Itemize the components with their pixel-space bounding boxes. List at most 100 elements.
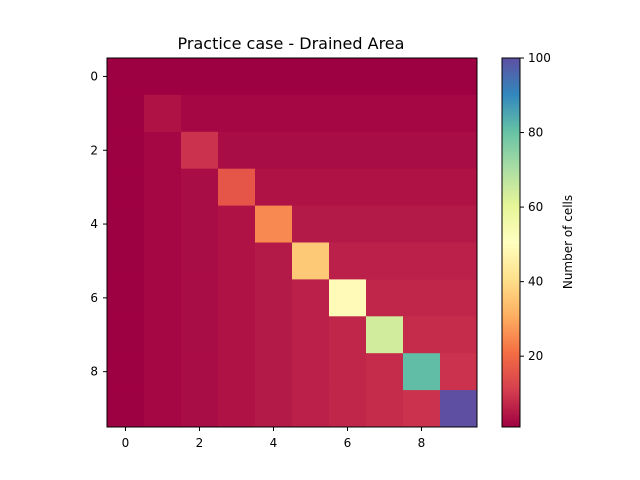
heatmap-cell-r9-c6	[329, 390, 367, 428]
heatmap-cells	[107, 58, 478, 428]
heatmap-cell-r7-c7	[366, 316, 404, 354]
heatmap-cell-r6-c4	[255, 279, 293, 317]
heatmap-cell-r3-c3	[218, 168, 256, 206]
heatmap-cell-r6-c1	[144, 279, 182, 317]
heatmap-cell-r7-c0	[107, 316, 145, 354]
heatmap-cell-r2-c1	[144, 131, 182, 170]
heatmap-cell-r3-c9	[440, 168, 478, 206]
heatmap-cell-r9-c4	[255, 390, 293, 428]
heatmap-cell-r8-c1	[144, 353, 182, 391]
heatmap-cell-r9-c0	[107, 390, 145, 428]
heatmap-cell-r6-c6	[329, 279, 367, 317]
heatmap-cell-r5-c8	[403, 242, 441, 280]
heatmap-cell-r5-c7	[366, 242, 404, 280]
heatmap-cell-r0-c7	[366, 58, 404, 96]
heatmap-cell-r3-c6	[329, 168, 367, 206]
heatmap-cell-r0-c8	[403, 58, 441, 96]
heatmap-cell-r1-c0	[107, 94, 145, 133]
heatmap-cell-r1-c8	[403, 94, 441, 133]
colorbar-tick-label: 20	[528, 349, 543, 363]
heatmap-cell-r1-c4	[255, 94, 293, 133]
colorbar-ticks: 20 40 60 80 100	[520, 51, 551, 363]
heatmap-cell-r2-c2	[181, 131, 219, 170]
heatmap-cell-r0-c1	[144, 58, 182, 96]
heatmap-cell-r6-c2	[181, 279, 219, 317]
heatmap-cell-r8-c3	[218, 353, 256, 391]
heatmap-cell-r3-c4	[255, 168, 293, 206]
heatmap-cell-r5-c0	[107, 242, 145, 280]
heatmap-cell-r8-c4	[255, 353, 293, 391]
heatmap-cell-r9-c5	[292, 390, 330, 428]
heatmap-cell-r7-c2	[181, 316, 219, 354]
colorbar-label: Number of cells	[561, 195, 575, 289]
heatmap-cell-r7-c6	[329, 316, 367, 354]
heatmap-cell-r9-c1	[144, 390, 182, 428]
heatmap-cell-r5-c1	[144, 242, 182, 280]
y-tick-label: 2	[90, 143, 98, 157]
heatmap-cell-r9-c7	[366, 390, 404, 428]
heatmap-cell-r7-c5	[292, 316, 330, 354]
heatmap-cell-r3-c8	[403, 168, 441, 206]
heatmap-cell-r3-c1	[144, 168, 182, 206]
heatmap-cell-r0-c0	[107, 58, 145, 96]
heatmap-cell-r9-c3	[218, 390, 256, 428]
heatmap-cell-r2-c6	[329, 131, 367, 170]
y-tick-label: 0	[90, 69, 98, 83]
heatmap-cell-r5-c3	[218, 242, 256, 280]
heatmap-cell-r1-c7	[366, 94, 404, 133]
heatmap-cell-r0-c4	[255, 58, 293, 96]
heatmap-cell-r2-c9	[440, 131, 478, 170]
heatmap-cell-r3-c5	[292, 168, 330, 206]
heatmap-cell-r4-c3	[218, 205, 256, 243]
heatmap-cell-r6-c7	[366, 279, 404, 317]
colorbar-frame	[501, 57, 521, 428]
heatmap-cell-r5-c4	[255, 242, 293, 280]
heatmap-cell-r6-c9	[440, 279, 478, 317]
colorbar-tick-label: 60	[528, 200, 543, 214]
heatmap-cell-r4-c1	[144, 205, 182, 243]
heatmap-cell-r7-c9	[440, 316, 478, 354]
colorbar-tick-label: 80	[528, 126, 543, 140]
heatmap-cell-r1-c5	[292, 94, 330, 133]
x-tick-label: 8	[418, 436, 426, 450]
heatmap-cell-r9-c8	[403, 390, 441, 428]
x-tick-label: 0	[122, 436, 130, 450]
heatmap-cell-r4-c0	[107, 205, 145, 243]
heatmap-cell-r1-c3	[218, 94, 256, 133]
plot-frame	[106, 57, 478, 428]
heatmap-cell-r4-c8	[403, 205, 441, 243]
chart-title: Practice case - Drained Area	[178, 34, 405, 53]
heatmap-cell-r7-c3	[218, 316, 256, 354]
heatmap-cell-r1-c2	[181, 94, 219, 133]
x-tick-label: 6	[344, 436, 352, 450]
heatmap-cell-r4-c5	[292, 205, 330, 243]
heatmap-cell-r7-c1	[144, 316, 182, 354]
heatmap-cell-r0-c3	[218, 58, 256, 96]
heatmap-cell-r4-c2	[181, 205, 219, 243]
heatmap-cell-r6-c0	[107, 279, 145, 317]
colorbar	[502, 58, 520, 427]
heatmap-cell-r1-c9	[440, 94, 478, 133]
heatmap-cell-r8-c7	[366, 353, 404, 391]
heatmap-cell-r8-c2	[181, 353, 219, 391]
x-tick-label: 4	[270, 436, 278, 450]
heatmap-cell-r5-c6	[329, 242, 367, 280]
heatmap-cell-r6-c3	[218, 279, 256, 317]
colorbar-tick-label: 100	[528, 51, 551, 65]
heatmap-cell-r8-c8	[403, 353, 441, 391]
heatmap-cell-r2-c7	[366, 131, 404, 170]
heatmap-cell-r5-c5	[292, 242, 330, 280]
heatmap-cell-r6-c8	[403, 279, 441, 317]
heatmap-cell-r2-c0	[107, 131, 145, 170]
heatmap-cell-r4-c6	[329, 205, 367, 243]
heatmap-cell-r8-c0	[107, 353, 145, 391]
heatmap-cell-r2-c5	[292, 131, 330, 170]
heatmap-cell-r8-c9	[440, 353, 478, 391]
heatmap-cell-r8-c5	[292, 353, 330, 391]
y-tick-label: 8	[90, 365, 98, 379]
y-tick-label: 6	[90, 291, 98, 305]
heatmap-cell-r2-c3	[218, 131, 256, 170]
heatmap-cell-r4-c7	[366, 205, 404, 243]
heatmap-cell-r9-c9	[440, 390, 478, 428]
